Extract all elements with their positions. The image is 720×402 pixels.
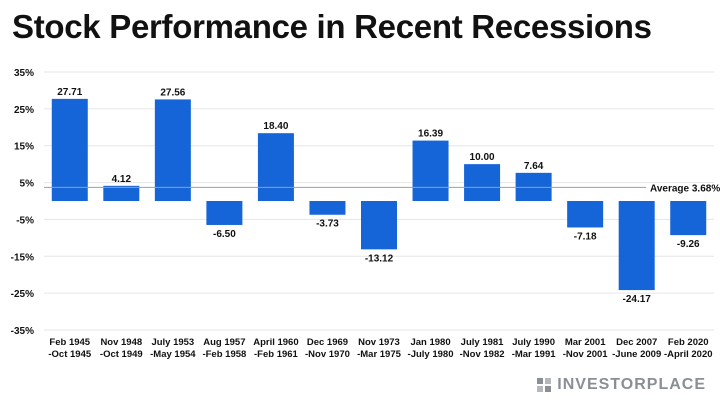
x-axis-ticks: Feb 1945-Oct 1945 Nov 1948-Oct 1949 July 1…: [48, 337, 712, 360]
y-tick-label: -15%: [11, 252, 34, 263]
value-label: 4.12: [112, 174, 132, 185]
x-tick-label: Nov 1973: [358, 337, 400, 348]
x-tick-label: -Oct 1949: [100, 349, 143, 360]
bar: [154, 99, 191, 201]
value-label: 18.40: [263, 121, 288, 132]
x-tick-label: -Oct 1945: [48, 349, 91, 360]
x-tick-label: -Feb 1958: [202, 349, 246, 360]
x-tick-label: -July 1980: [408, 349, 454, 360]
investorplace-logo-icon: [537, 378, 552, 392]
bar: [567, 201, 604, 228]
x-tick-label: Dec 1969: [307, 337, 348, 348]
value-label: 27.56: [160, 87, 185, 98]
x-tick-label: Nov 1948: [100, 337, 142, 348]
x-tick-label: -Nov 1982: [460, 349, 505, 360]
y-tick-label: 25%: [14, 105, 34, 116]
bar: [309, 201, 346, 215]
bar: [51, 98, 88, 201]
value-labels: 27.71 4.12 27.56 -6.50 18.40 -3.73 -13.12 16.39…: [57, 87, 700, 305]
y-tick-label: -35%: [11, 326, 34, 337]
y-tick-label: 35%: [14, 68, 34, 79]
bar: [670, 201, 707, 236]
value-label: -3.73: [316, 219, 339, 230]
chart-title: Stock Performance in Recent Recessions: [12, 8, 652, 45]
x-tick-label: -Mar 1975: [357, 349, 402, 360]
x-tick-label: July 1990: [512, 337, 555, 348]
x-tick-label: Feb 1945: [49, 337, 90, 348]
x-tick-label: -Mar 1991: [512, 349, 557, 360]
value-label: -6.50: [213, 229, 236, 240]
value-label: 7.64: [524, 161, 544, 172]
value-label: -13.12: [365, 253, 394, 264]
value-label: -24.17: [623, 294, 652, 305]
bar: [361, 201, 397, 250]
bar: [257, 133, 294, 201]
value-label: -9.26: [677, 239, 700, 250]
bar: [464, 164, 501, 201]
x-tick-label: -Nov 2001: [563, 349, 609, 360]
bar: [206, 201, 243, 225]
average-line-group: Average 3.68%: [44, 183, 720, 194]
x-tick-label: April 1960: [253, 337, 298, 348]
average-label: Average 3.68%: [650, 183, 720, 194]
x-tick-label: July 1953: [151, 337, 194, 348]
brand-logo: INVESTORPLACE: [537, 376, 706, 394]
x-tick-label: -May 1954: [150, 349, 196, 360]
value-label: 10.00: [470, 152, 495, 163]
x-tick-label: -April 2020: [664, 349, 713, 360]
value-label: -7.18: [574, 231, 597, 242]
brand-name: INVESTORPLACE: [557, 376, 706, 393]
x-tick-label: Jan 1980: [410, 337, 450, 348]
x-tick-label: July 1981: [461, 337, 504, 348]
y-tick-label: 15%: [14, 142, 34, 153]
y-tick-label: 5%: [20, 179, 35, 190]
x-tick-label: Aug 1957: [203, 337, 245, 348]
bar: [515, 172, 552, 201]
x-tick-label: -Feb 1961: [254, 349, 299, 360]
y-tick-label: -25%: [11, 289, 34, 300]
y-axis-ticks: 35% 25% 15% 5% -5% -15% -25% -35%: [11, 68, 34, 337]
value-label: 16.39: [418, 129, 443, 140]
bar: [412, 140, 449, 201]
bar: [618, 201, 655, 291]
x-tick-label: Feb 2020: [668, 337, 709, 348]
x-tick-label: Dec 2007: [616, 337, 657, 348]
y-tick-label: -5%: [16, 215, 34, 226]
value-label: 27.71: [57, 87, 82, 98]
x-tick-label: Mar 2001: [565, 337, 606, 348]
bar: [103, 185, 140, 201]
x-tick-label: -June 2009: [612, 349, 661, 360]
bars: [51, 98, 707, 291]
x-tick-label: -Nov 1970: [305, 349, 350, 360]
